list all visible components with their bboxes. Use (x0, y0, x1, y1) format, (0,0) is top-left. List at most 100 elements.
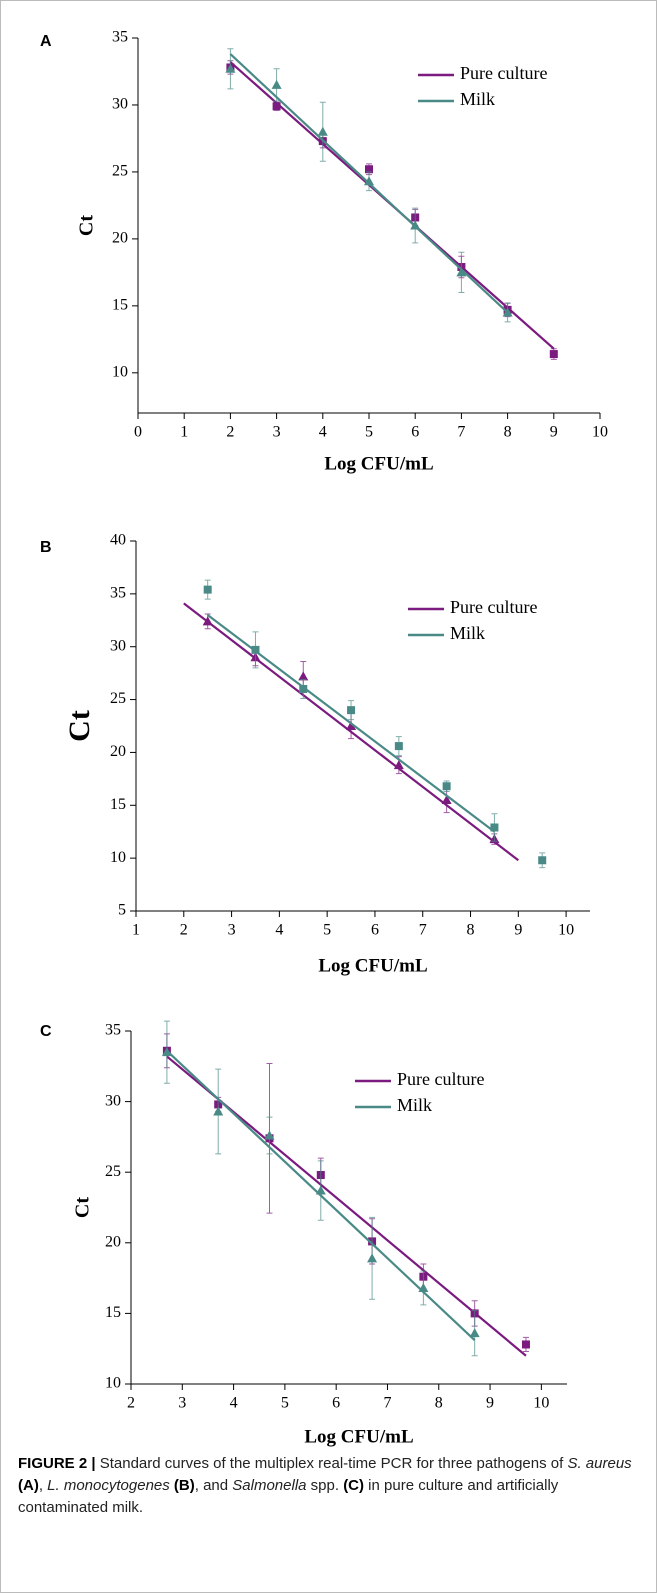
x-tick-label: 10 (533, 1395, 549, 1412)
x-tick-label: 4 (230, 1395, 238, 1412)
x-tick-label: 9 (550, 424, 558, 441)
y-tick-label: 35 (110, 585, 126, 602)
x-tick-label: 3 (228, 922, 236, 939)
marker (251, 645, 260, 654)
marker (315, 1185, 326, 1195)
marker (346, 721, 357, 730)
x-tick-label: 8 (467, 922, 475, 939)
marker (299, 685, 308, 693)
panel-label: C (40, 1023, 52, 1040)
y-tick-label: 30 (112, 96, 128, 113)
marker (161, 1047, 172, 1057)
caption-run: spp. (306, 1477, 344, 1494)
y-tick-label: 35 (105, 1022, 121, 1039)
marker (202, 616, 213, 626)
marker (441, 795, 452, 804)
x-tick-label: 10 (592, 424, 608, 441)
y-tick-label: 15 (105, 1304, 121, 1321)
panel-label: A (40, 33, 52, 50)
legend-label: Milk (460, 89, 495, 109)
marker (298, 671, 309, 681)
marker (317, 126, 328, 136)
x-tick-label: 6 (332, 1395, 340, 1412)
y-axis-label: Ct (76, 215, 98, 236)
x-tick-label: 1 (180, 424, 188, 441)
legend-label: Milk (450, 623, 485, 643)
caption-run: (C) (343, 1477, 365, 1494)
panel-label: B (40, 539, 52, 556)
x-tick-label: 5 (365, 424, 373, 441)
x-tick-label: 5 (281, 1395, 289, 1412)
x-tick-label: 7 (419, 922, 427, 939)
x-tick-label: 6 (371, 922, 379, 939)
x-tick-label: 10 (558, 922, 574, 939)
x-axis-label: Log CFU/mL (304, 1426, 413, 1447)
caption-run: Salmonella (232, 1477, 307, 1494)
y-tick-label: 10 (105, 1375, 121, 1392)
marker (490, 823, 499, 832)
y-tick-label: 25 (105, 1163, 121, 1180)
y-tick-label: 35 (112, 29, 128, 46)
x-axis-label: Log CFU/mL (318, 955, 427, 976)
fit-line (207, 614, 496, 833)
x-tick-label: 9 (486, 1395, 494, 1412)
x-tick-label: 3 (178, 1395, 186, 1412)
x-tick-label: 7 (457, 424, 465, 441)
y-tick-label: 15 (110, 796, 126, 813)
x-tick-label: 2 (180, 922, 188, 939)
y-tick-label: 5 (118, 902, 126, 919)
caption-run: , (38, 1477, 48, 1494)
legend-label: Milk (397, 1095, 432, 1115)
caption-run: FIGURE 2 | (18, 1455, 100, 1472)
x-tick-label: 4 (275, 922, 283, 939)
marker (213, 1106, 224, 1116)
y-tick-label: 30 (110, 637, 126, 654)
y-tick-label: 10 (110, 849, 126, 866)
marker (442, 782, 451, 791)
marker (456, 267, 467, 277)
y-axis-label: Ct (63, 710, 96, 742)
legend-label: Pure culture (460, 63, 547, 83)
y-tick-label: 20 (105, 1233, 121, 1250)
caption-run: (A) (18, 1477, 39, 1494)
y-tick-label: 25 (110, 690, 126, 707)
marker (549, 350, 558, 359)
x-tick-label: 2 (226, 424, 234, 441)
y-axis-label: Ct (72, 1197, 94, 1218)
marker (394, 742, 403, 751)
marker (418, 1282, 429, 1292)
marker (469, 1328, 480, 1338)
x-tick-label: 8 (504, 424, 512, 441)
marker (364, 176, 374, 186)
marker (225, 63, 236, 73)
x-tick-label: 9 (514, 922, 522, 939)
y-tick-label: 25 (112, 163, 128, 180)
x-tick-label: 4 (319, 424, 327, 441)
caption-run: Standard curves of the multiplex real-ti… (99, 1455, 568, 1472)
y-tick-label: 10 (112, 363, 128, 380)
marker (203, 585, 212, 594)
x-axis-label: Log CFU/mL (324, 453, 433, 474)
x-tick-label: 3 (273, 424, 281, 441)
x-tick-label: 2 (127, 1395, 135, 1412)
legend-label: Pure culture (450, 597, 537, 617)
marker (264, 1130, 275, 1140)
y-tick-label: 40 (110, 532, 126, 549)
y-tick-label: 20 (112, 230, 128, 247)
x-tick-label: 1 (132, 922, 140, 939)
marker (521, 1340, 530, 1349)
x-tick-label: 6 (411, 424, 419, 441)
marker (367, 1253, 378, 1263)
x-tick-label: 8 (435, 1395, 443, 1412)
caption: FIGURE 2 | Standard curves of the multip… (18, 1453, 640, 1519)
caption-run: L. monocytogenes (47, 1477, 170, 1494)
marker (271, 79, 282, 89)
caption-run: , and (194, 1477, 233, 1494)
caption-run (632, 1455, 636, 1472)
marker (393, 760, 404, 770)
legend-label: Pure culture (397, 1069, 484, 1089)
x-tick-label: 5 (323, 922, 331, 939)
